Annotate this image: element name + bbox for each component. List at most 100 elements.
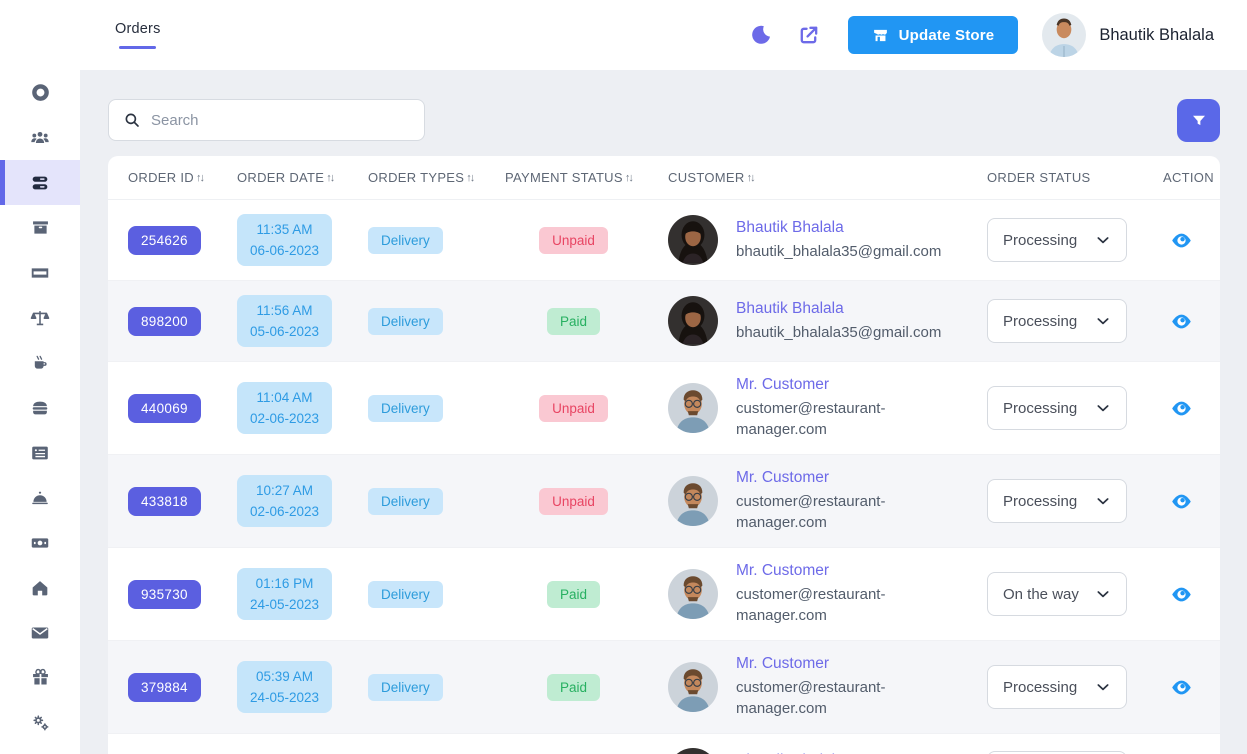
sidebar-item-coupons[interactable]: [0, 250, 80, 295]
order-id-badge: 379884: [128, 672, 201, 702]
table-row: 379884 05:39 AM 24-05-2023 Delivery Paid …: [108, 640, 1220, 734]
sidebar-item-customers[interactable]: [0, 115, 80, 160]
update-store-label: Update Store: [898, 26, 995, 44]
payment-status-chip: Unpaid: [539, 487, 608, 515]
order-status-dropdown[interactable]: Processing: [987, 386, 1127, 431]
sidebar-item-legal[interactable]: [0, 295, 80, 340]
customer-name-link[interactable]: Bhautik Bhalala: [736, 299, 844, 317]
sidebar-item-dashboard[interactable]: [0, 70, 80, 115]
order-type-chip: Delivery: [368, 580, 443, 608]
view-order-button[interactable]: [1170, 676, 1193, 699]
sort-icon[interactable]: ↑↓: [624, 171, 634, 184]
customers-icon: [29, 127, 51, 149]
column-header-order-id[interactable]: ORDER ID ↑↓: [128, 170, 205, 185]
customer-name-link[interactable]: Mr. Customer: [736, 469, 830, 487]
order-status-dropdown[interactable]: On the way: [987, 572, 1127, 617]
products-box-icon: [30, 217, 51, 238]
customer-email: customer@restaurant-manager.com: [736, 400, 886, 439]
order-date-chip: 10:27 AM 02-06-2023: [237, 475, 333, 528]
mail-icon: [29, 622, 51, 644]
view-order-button[interactable]: [1170, 490, 1193, 513]
home-icon: [29, 577, 51, 599]
table-header-row: ORDER ID ↑↓ ORDER DATE ↑↓ ORDER TYPES ↑↓ PAYME…: [108, 156, 1220, 200]
customer-name-link[interactable]: Mr. Customer: [736, 376, 830, 394]
sidebar-item-food[interactable]: [0, 385, 80, 430]
order-status-dropdown[interactable]: Processing: [987, 665, 1127, 710]
sort-icon[interactable]: ↑↓: [746, 171, 756, 184]
column-header-order-types[interactable]: ORDER TYPES ↑↓: [368, 170, 475, 185]
user-name: Bhautik Bhalala: [1099, 25, 1214, 44]
search-input[interactable]: [151, 111, 410, 129]
external-link-icon[interactable]: [797, 24, 820, 47]
filter-button[interactable]: [1177, 99, 1220, 142]
customer-email: customer@restaurant-manager.com: [736, 586, 886, 625]
customer-name-link[interactable]: Mr. Customer: [736, 655, 830, 673]
update-store-button[interactable]: Update Store: [847, 16, 1019, 54]
sidebar-item-settings[interactable]: [0, 700, 80, 745]
order-status-dropdown[interactable]: Processing: [987, 299, 1127, 344]
sidebar-item-messages[interactable]: [0, 610, 80, 655]
search-box[interactable]: [108, 99, 425, 141]
customer-name-link[interactable]: Mr. Customer: [736, 562, 830, 580]
coffee-cup-icon: [30, 352, 51, 373]
order-status-dropdown[interactable]: Processing: [987, 218, 1127, 263]
order-date-chip: 11:04 AM 02-06-2023: [237, 382, 333, 435]
top-bar: Orders Update Store Bhautik: [0, 0, 1247, 70]
sidebar-item-home[interactable]: [0, 565, 80, 610]
dark-mode-moon-icon[interactable]: [749, 23, 773, 47]
chevron-down-icon: [1095, 400, 1111, 416]
cash-icon: [29, 532, 51, 554]
view-order-button[interactable]: [1170, 229, 1193, 252]
sidebar-item-dishes[interactable]: [0, 475, 80, 520]
sidebar-item-beverages[interactable]: [0, 340, 80, 385]
payment-status-chip: Paid: [546, 307, 601, 335]
table-row: 898200 11:56 AM 05-06-2023 Delivery Paid …: [108, 280, 1220, 362]
sidebar-item-payments[interactable]: [0, 520, 80, 565]
sort-icon[interactable]: ↑↓: [195, 171, 205, 184]
order-date-chip: 05:39 AM 24-05-2023: [237, 661, 333, 714]
sidebar-item-offers[interactable]: [0, 655, 80, 700]
column-header-order-status: ORDER STATUS: [987, 170, 1091, 185]
search-icon: [123, 111, 141, 129]
order-status-dropdown[interactable]: Processing: [987, 479, 1127, 524]
order-status-value: Processing: [1003, 399, 1078, 417]
view-order-button[interactable]: [1170, 583, 1193, 606]
view-order-button[interactable]: [1170, 397, 1193, 420]
content-area: ORDER ID↑↓ ORDER DATE↑↓ ORDER TYPES↑↓ PAYME…: [80, 70, 1247, 754]
table-row: 254626 11:35 AM 06-06-2023 Delivery Unpai…: [108, 200, 1220, 280]
sidebar: [0, 70, 80, 754]
menu-card-icon: [29, 442, 51, 464]
orders-icon: [29, 172, 51, 194]
eye-icon: [1170, 310, 1193, 333]
order-type-chip: Delivery: [368, 673, 443, 701]
user-avatar[interactable]: [1042, 13, 1086, 57]
column-header-customer[interactable]: CUSTOMER ↑↓: [668, 170, 756, 185]
sidebar-item-orders[interactable]: [0, 160, 80, 205]
payment-status-chip: Paid: [546, 673, 601, 701]
sidebar-item-menu[interactable]: [0, 430, 80, 475]
view-order-button[interactable]: [1170, 310, 1193, 333]
customer-email: customer@restaurant-manager.com: [736, 493, 886, 532]
eye-icon: [1170, 397, 1193, 420]
table-row: 440069 11:04 AM 02-06-2023 Delivery Unpai…: [108, 361, 1220, 454]
sidebar-item-products[interactable]: [0, 205, 80, 250]
customer-name-link[interactable]: Bhautik Bhalala: [736, 218, 844, 236]
table-row: 935730 01:16 PM 24-05-2023 Delivery Paid …: [108, 547, 1220, 640]
column-header-action: ACTION: [1163, 170, 1214, 185]
column-header-payment-status[interactable]: PAYMENT STATUS ↑↓: [505, 170, 634, 185]
orders-table: ORDER ID ↑↓ ORDER DATE ↑↓ ORDER TYPES ↑↓ PAYME…: [108, 156, 1220, 754]
order-status-value: Processing: [1003, 678, 1078, 696]
column-header-order-date[interactable]: ORDER DATE ↑↓: [237, 170, 335, 185]
settings-gears-icon: [30, 712, 51, 733]
sort-icon[interactable]: ↑↓: [326, 171, 335, 184]
sort-icon[interactable]: ↑↓: [466, 171, 475, 184]
dashboard-donut-icon: [30, 82, 51, 103]
hamburger-icon[interactable]: [28, 25, 54, 45]
customer-name-link[interactable]: Bhautik Bhalala: [736, 752, 941, 754]
order-date-chip: 01:16 PM 24-05-2023: [237, 568, 333, 621]
tab-orders[interactable]: Orders: [115, 21, 161, 49]
chevron-down-icon: [1095, 313, 1111, 329]
store-icon: [872, 27, 889, 44]
order-status-value: Processing: [1003, 231, 1078, 249]
order-id-badge: 935730: [128, 579, 201, 609]
